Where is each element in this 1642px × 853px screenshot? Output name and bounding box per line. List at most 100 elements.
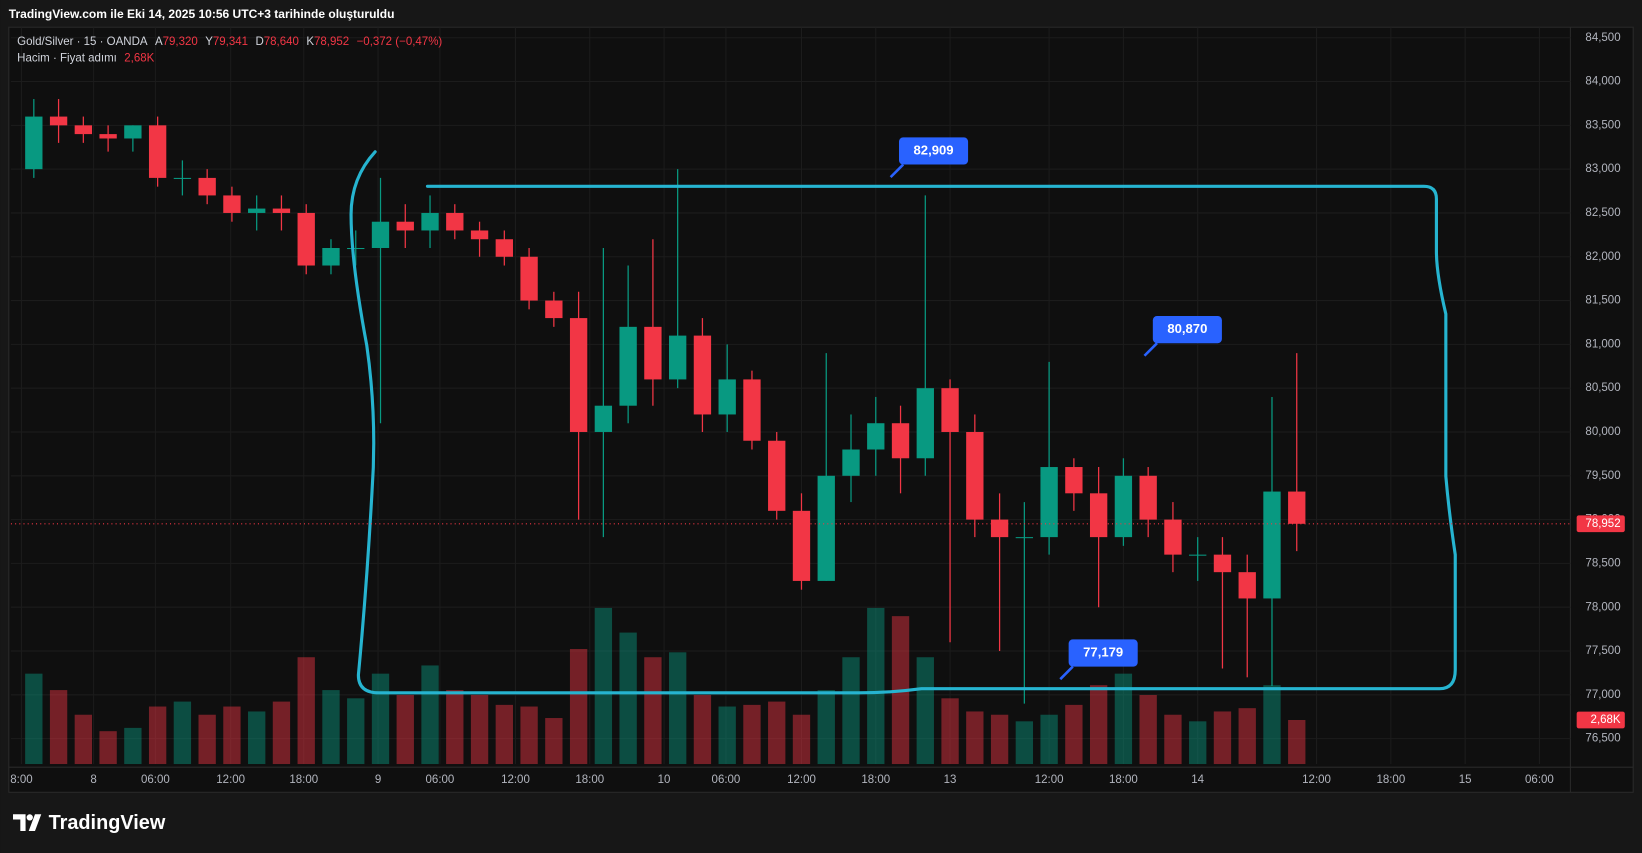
drawn-range-box (349, 150, 1457, 695)
volume-bar (1164, 714, 1182, 765)
volume-bar (470, 695, 489, 765)
ohlc-key: Y (205, 36, 213, 48)
volume-bar (1139, 695, 1157, 765)
candle-body (1238, 572, 1256, 599)
candle-body (520, 256, 538, 301)
candle-body (198, 177, 216, 196)
candle-body (1164, 519, 1182, 555)
candle-body (668, 335, 687, 380)
volume-bar (1213, 711, 1232, 765)
x-tick-label: 06:00 (426, 774, 455, 786)
volume-bar (322, 690, 340, 765)
volume-tag (1576, 711, 1625, 729)
volume-bar (1015, 721, 1034, 765)
candle-body (1089, 493, 1108, 538)
note-box (899, 137, 969, 165)
x-tick-label: 12:00 (216, 774, 245, 786)
candle-body (1015, 537, 1034, 539)
candle-body (223, 195, 241, 213)
volume-bar (1288, 719, 1306, 765)
volume-bar (941, 698, 959, 765)
candle-body (867, 423, 885, 450)
ohlc-key: D (255, 36, 263, 48)
candle-body (1263, 491, 1281, 599)
x-tick-label: 13 (944, 774, 957, 786)
candle-body (891, 423, 910, 459)
volume-bar (173, 701, 192, 765)
x-tick-label: 8 (90, 774, 96, 786)
x-tick-label: 06:00 (141, 774, 170, 786)
volume-bar (124, 727, 142, 765)
candle-body (619, 326, 637, 406)
ohlc-value: 79,341 (213, 36, 248, 48)
y-tick-label: 78,000 (1585, 601, 1620, 613)
volume-bar (743, 704, 761, 765)
volume-bar (768, 701, 786, 765)
volume-bar (297, 657, 315, 765)
candle-body (1065, 467, 1083, 494)
candle-body (693, 335, 712, 415)
x-tick-label: 18:00 (861, 774, 890, 786)
volume-bar (1089, 685, 1108, 765)
y-tick-label: 83,000 (1585, 163, 1620, 175)
volume-bar (371, 673, 390, 765)
candle-body (966, 431, 984, 520)
volume-bar (668, 652, 687, 765)
volume-bar (718, 706, 736, 765)
x-tick-label: 15 (1459, 774, 1472, 786)
volume-bar (1114, 673, 1133, 765)
volume-bar (990, 714, 1009, 765)
candle-body (495, 239, 513, 257)
candle-body (569, 318, 588, 432)
candle-body (322, 247, 340, 266)
volume-bar (49, 690, 68, 765)
y-tick-label: 84,000 (1585, 76, 1620, 88)
candle-body (25, 116, 43, 170)
x-tick-label: 18:00 (575, 774, 604, 786)
volume-bar (966, 711, 984, 765)
volume-bar (1263, 685, 1281, 765)
volume-bar (644, 657, 662, 765)
volume-bar (347, 698, 365, 765)
volume-bar (569, 649, 588, 765)
y-tick-label: 81,500 (1585, 295, 1620, 307)
y-tick-label: 81,000 (1585, 338, 1620, 350)
x-tick-label: 18:00 (1376, 774, 1405, 786)
candle-body (99, 134, 117, 139)
candle-body (124, 125, 142, 139)
note-pointer (889, 163, 905, 179)
volume-bar (867, 607, 885, 765)
y-tick-label: 80,500 (1585, 382, 1620, 394)
y-tick-label: 79,500 (1585, 470, 1620, 482)
volume-bar (792, 714, 811, 765)
candle-body (1114, 475, 1133, 538)
volume-bar (198, 714, 216, 765)
logo-dot (26, 814, 33, 821)
ohlc-value: 78,952 (314, 36, 349, 48)
x-tick-label: 14 (1191, 774, 1204, 786)
note-label: 77,179 (1083, 644, 1123, 659)
candle-body (718, 379, 736, 415)
symbol: Gold/Silver · 15 · OANDA (17, 36, 148, 48)
ohlc-value: 78,640 (264, 36, 299, 48)
candle-body (297, 212, 315, 266)
candle-body (916, 388, 934, 459)
note-pointer (1143, 342, 1158, 357)
volume-bar (223, 706, 241, 765)
x-tick-label: 18:00 (1109, 774, 1138, 786)
y-tick-label: 77,000 (1585, 689, 1620, 701)
y-tick-label: 82,000 (1585, 251, 1620, 263)
ohlc-key: K (306, 36, 314, 48)
brand-logo: TradingView (13, 812, 166, 834)
candle-body (1139, 475, 1157, 520)
x-tick-label: 10 (658, 774, 671, 786)
caption: TradingView.com ile Eki 14, 2025 10:56 U… (9, 7, 395, 21)
x-tick-label: 18:00 (289, 774, 318, 786)
axes: 76,50077,00077,50078,00078,50079,00079,5… (10, 32, 1625, 786)
volume-bar (248, 711, 266, 765)
volume-layer (25, 607, 1306, 765)
note-label: 80,870 (1167, 321, 1207, 336)
volume-bar (842, 657, 860, 765)
candle-body (743, 379, 761, 441)
